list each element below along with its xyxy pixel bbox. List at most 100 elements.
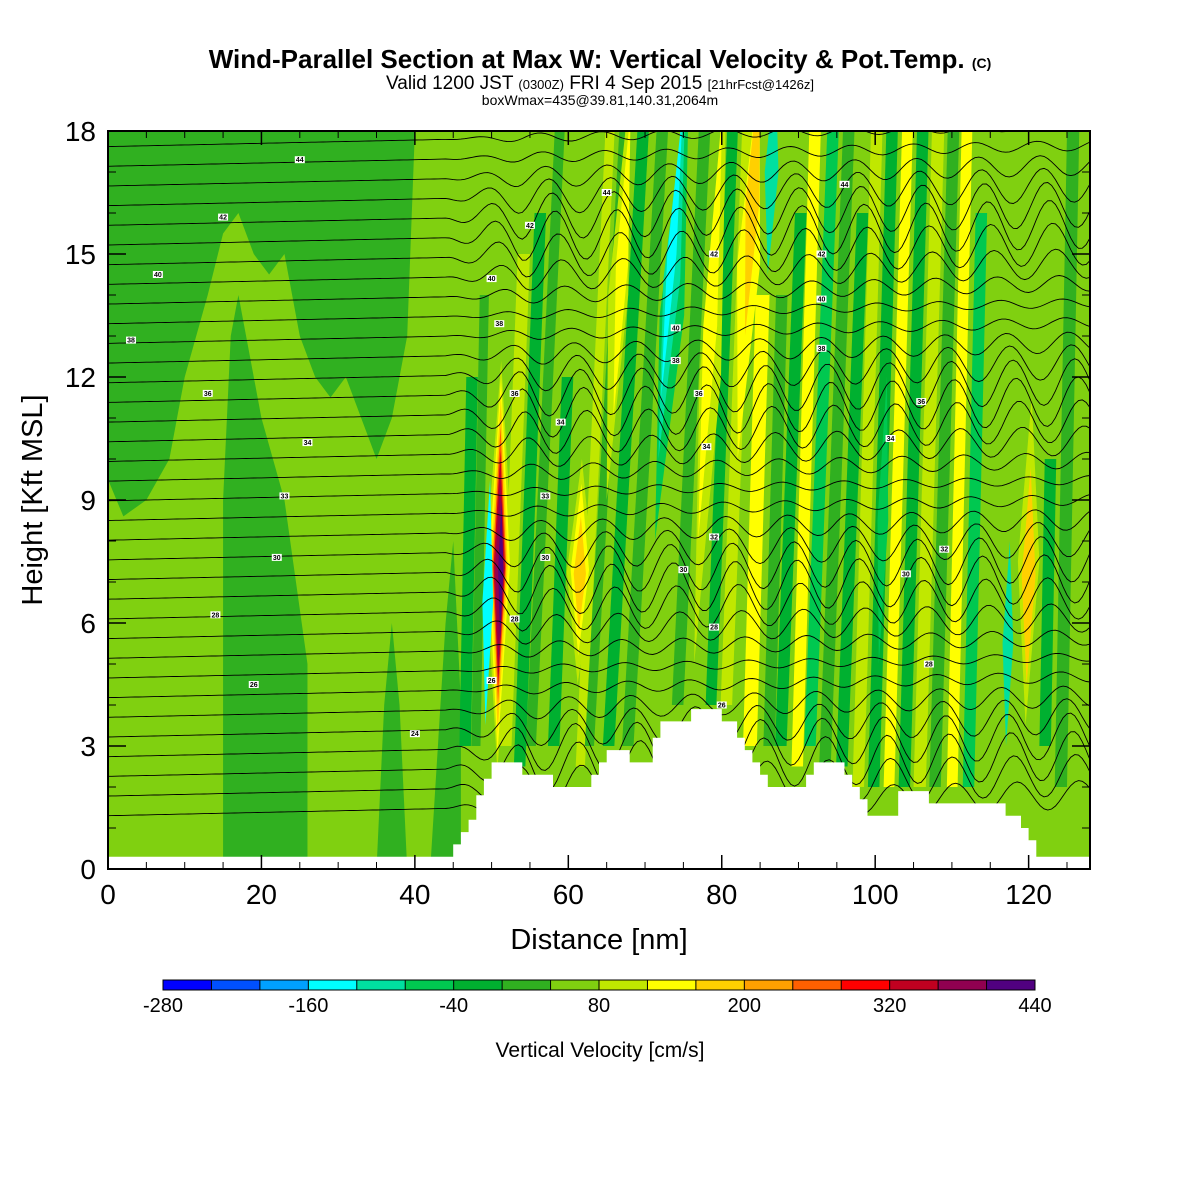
theta-label: 26	[716, 701, 727, 710]
theta-contour-line	[108, 98, 1090, 127]
theta-label-bg	[524, 221, 535, 229]
colorbar-swatch	[163, 980, 212, 990]
theta-label-bg	[716, 701, 727, 709]
theta-label-text: 34	[887, 436, 895, 443]
valid-prefix: Valid 1200 JST	[386, 73, 514, 94]
colorbar-tick-label: -160	[288, 995, 328, 1017]
theta-label: 36	[509, 389, 520, 398]
theta-label-text: 28	[925, 662, 933, 669]
theta-contour-line	[108, 155, 1090, 187]
colorbar: -280 -160 -40 80 200 320 440 Vertical Velocity …	[143, 979, 1052, 1062]
theta-label-bg	[939, 545, 950, 553]
boxwmax-label: boxWmax=435@39.81,140.31,2064m	[481, 92, 719, 108]
y-tick-label: 12	[65, 362, 96, 393]
theta-label: 34	[302, 439, 313, 447]
title-tag: (C)	[971, 55, 992, 71]
theta-label: 44	[839, 180, 850, 189]
theta-label-text: 34	[557, 420, 565, 427]
theta-label-bg	[701, 443, 712, 451]
theta-label-text: 38	[672, 358, 680, 365]
theta-label-bg	[555, 418, 566, 426]
theta-label-bg	[271, 553, 282, 561]
theta-contour-line	[108, 603, 1090, 645]
theta-label-bg	[816, 344, 827, 352]
theta-label-bg	[210, 611, 221, 619]
y-tick-label: 9	[80, 485, 96, 516]
theta-label-bg	[816, 250, 827, 258]
theta-label: 28	[210, 611, 221, 619]
theta-label-text: 36	[511, 391, 519, 398]
theta-label: 44	[601, 189, 612, 197]
theta-contour-line	[108, 494, 1090, 521]
colorbar-swatch	[792, 980, 842, 990]
theta-label-text: 38	[818, 346, 826, 353]
colorbar-tick-label: -40	[439, 995, 468, 1017]
y-tick-label: 6	[80, 608, 96, 639]
theta-label-text: 42	[219, 215, 227, 222]
velocity-core	[573, 516, 586, 632]
y-tick-label: 3	[80, 731, 96, 762]
theta-label-text: 26	[250, 682, 258, 689]
theta-label-text: 26	[718, 703, 726, 710]
velocity-streak	[1054, 131, 1080, 787]
theta-label-bg	[885, 435, 896, 442]
theta-contour-line	[108, 200, 1090, 261]
theta-label-text: 36	[917, 399, 925, 406]
theta-label: 28	[709, 623, 720, 632]
theta-label-text: 38	[495, 321, 503, 328]
colorbar-swatch	[356, 980, 406, 990]
theta-label-text: 44	[296, 157, 304, 164]
theta-contour-line	[108, 358, 1090, 417]
theta-contour-line	[108, 222, 1090, 278]
theta-label-text: 33	[541, 493, 549, 500]
theta-label-text: 42	[710, 252, 718, 259]
velocity-streak	[602, 131, 649, 746]
colorbar-swatch	[502, 980, 552, 990]
colorbar-swatch	[308, 980, 358, 990]
velocity-streak	[743, 295, 770, 746]
theta-label-bg	[152, 271, 163, 278]
colorbar-swatch	[550, 980, 600, 990]
chart-title: Wind-Parallel Section at Max W: Vertical…	[0, 44, 1200, 75]
y-tick-label: 15	[65, 239, 96, 270]
theta-label-bg	[486, 275, 497, 283]
theta-contour-line	[108, 331, 1090, 365]
velocity-streak	[946, 131, 973, 787]
y-axis-label: Height [Kft MSL]	[17, 394, 49, 605]
colorbar-frame	[162, 979, 1036, 991]
theta-contour-line	[108, 140, 1090, 167]
theta-label-bg	[509, 615, 520, 623]
theta-label: 30	[900, 570, 911, 578]
velocity-streak	[671, 131, 711, 705]
theta-label-bg	[540, 492, 551, 500]
velocity-streak	[459, 377, 478, 746]
theta-label: 34	[701, 443, 712, 451]
theta-label: 32	[939, 545, 950, 554]
theta-label-bg	[409, 730, 420, 738]
theta-label: 42	[524, 221, 535, 230]
theta-contour-line	[108, 536, 1090, 593]
velocity-core	[1021, 467, 1036, 685]
theta-label-text: 36	[204, 391, 212, 398]
theta-label-text: 36	[695, 391, 703, 398]
velocity-core	[613, 131, 631, 418]
theta-label-text: 30	[679, 567, 687, 574]
theta-label-text: 44	[841, 182, 849, 189]
theta-label-text: 40	[154, 272, 162, 279]
theta-label-text: 30	[902, 571, 910, 578]
theta-label-bg	[670, 324, 681, 332]
theta-label: 26	[486, 676, 497, 685]
theta-label: 33	[540, 492, 551, 500]
velocity-streak	[898, 131, 929, 787]
theta-label: 36	[693, 389, 704, 398]
theta-contour-line	[108, 509, 1090, 542]
x-tick-label: 20	[246, 879, 277, 910]
theta-label: 30	[271, 553, 282, 562]
theta-label-bg	[540, 553, 551, 561]
x-tick-label: 80	[706, 879, 737, 910]
theta-contour-line	[108, 522, 1090, 568]
x-tick-label: 0	[100, 879, 116, 910]
theta-label: 34	[555, 418, 566, 427]
theta-label: 36	[916, 398, 927, 406]
